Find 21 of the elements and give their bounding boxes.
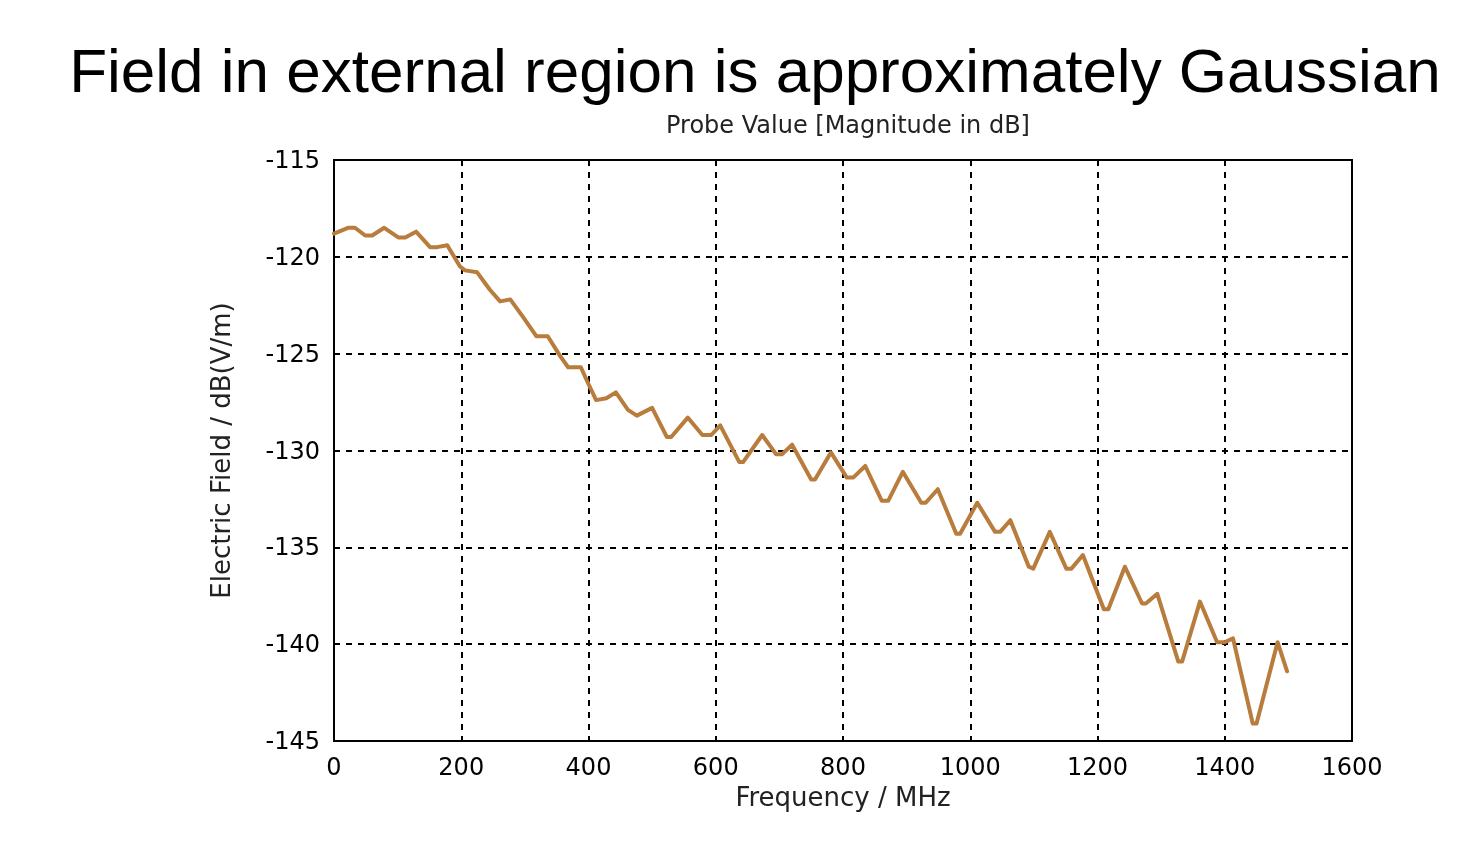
chart-title: Field in external region is approximately Gaussian: [69, 35, 1441, 105]
x-tick-label: 1200: [1066, 753, 1129, 781]
y-tick-label: -130: [265, 436, 320, 465]
x-tick-label: 600: [692, 753, 739, 781]
y-tick-label: -135: [265, 533, 320, 562]
x-tick-label: 800: [820, 753, 866, 781]
x-tick-label: 1000: [939, 753, 1001, 781]
chart-subtitle: Probe Value [Magnitude in dB]: [666, 111, 1030, 139]
y-tick-label: -115: [265, 146, 320, 174]
x-axis-title: Frequency / MHz: [735, 781, 951, 812]
x-tick-label: 0: [326, 753, 342, 781]
x-tick-label: 200: [438, 753, 485, 781]
y-tick-label: -125: [265, 339, 320, 368]
x-tick-label: 400: [565, 753, 612, 781]
y-tick-label: -120: [265, 242, 320, 271]
y-tick-label: -145: [265, 727, 320, 755]
y-tick-label: -140: [265, 630, 320, 659]
y-axis-title: Electric Field / dB(V/m): [206, 302, 236, 599]
x-tick-label: 1600: [1321, 753, 1383, 781]
x-tick-label: 1400: [1194, 753, 1256, 781]
line-series: [332, 225, 1290, 726]
